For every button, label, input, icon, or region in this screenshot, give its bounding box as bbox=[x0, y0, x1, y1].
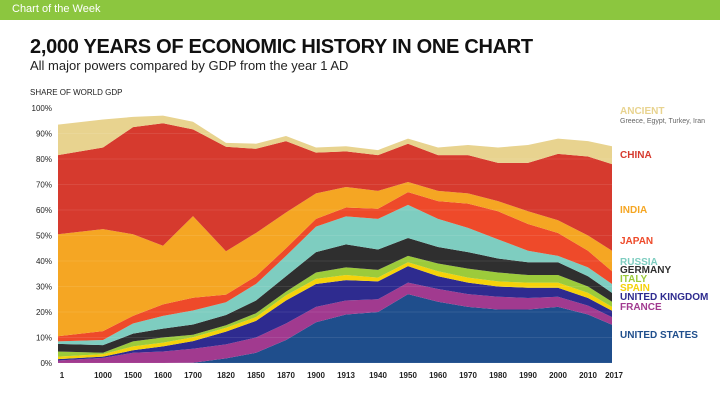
x-tick-label: 1940 bbox=[369, 371, 387, 380]
legend-china: CHINA bbox=[620, 150, 652, 161]
x-tick-label: 1000 bbox=[94, 371, 112, 380]
x-tick-label: 1500 bbox=[124, 371, 142, 380]
x-tick-label: 1990 bbox=[519, 371, 537, 380]
x-tick-label: 1900 bbox=[307, 371, 325, 380]
y-tick-label: 60% bbox=[36, 206, 52, 215]
x-axis-ticks: 1 1000 1500 1600 1700 1820 1850 1870 1900 1913 194… bbox=[60, 371, 624, 380]
x-tick-label: 1950 bbox=[399, 371, 417, 380]
x-tick-label: 2010 bbox=[579, 371, 597, 380]
legend-germany: GERMANY bbox=[620, 265, 672, 276]
x-tick-label: 2017 bbox=[605, 371, 623, 380]
area-italy bbox=[58, 255, 612, 357]
legend-united-kingdom: UNITED KINGDOM bbox=[620, 292, 709, 303]
area-india bbox=[58, 181, 612, 337]
y-tick-label: 30% bbox=[36, 283, 52, 292]
legend-ancient: ANCIENT bbox=[620, 106, 665, 117]
x-tick-label: 1970 bbox=[459, 371, 477, 380]
x-tick-label: 1980 bbox=[489, 371, 507, 380]
x-tick-label: 1960 bbox=[429, 371, 447, 380]
x-tick-label: 1820 bbox=[217, 371, 235, 380]
y-tick-label: 80% bbox=[36, 155, 52, 164]
legend-india: INDIA bbox=[620, 205, 648, 216]
legend-united-states: UNITED STATES bbox=[620, 330, 698, 341]
area-russia bbox=[58, 204, 612, 346]
legend-spain: SPAIN bbox=[620, 283, 650, 294]
y-axis-ticks: 0% 10% 20% 30% 40% 50% 60% 70% 80% 90% 100% bbox=[32, 104, 612, 368]
chart-subtitle: All major powers compared by GDP from th… bbox=[30, 58, 349, 73]
area-united-kingdom bbox=[58, 266, 612, 361]
header-bar: Chart of the Week bbox=[0, 0, 720, 20]
x-tick-label: 1600 bbox=[154, 371, 172, 380]
y-tick-label: 70% bbox=[36, 181, 52, 190]
chart-of-the-week-tag: Chart of the Week bbox=[12, 3, 101, 15]
legend-ancient-note: Greece, Egypt, Turkey, Iran bbox=[620, 118, 706, 125]
legend-italy: ITALY bbox=[620, 274, 648, 285]
area-japan bbox=[58, 192, 612, 342]
legend-russia: RUSSIA bbox=[620, 257, 658, 268]
x-tick-label: 1 bbox=[60, 371, 65, 380]
x-tick-label: 1850 bbox=[247, 371, 265, 380]
y-tick-label: 90% bbox=[36, 130, 52, 139]
y-tick-label: 100% bbox=[32, 104, 52, 113]
x-tick-label: 1870 bbox=[277, 371, 295, 380]
y-tick-label: 10% bbox=[36, 334, 52, 343]
area-germany bbox=[58, 238, 612, 353]
x-tick-label: 2000 bbox=[549, 371, 567, 380]
y-tick-label: 50% bbox=[36, 232, 52, 241]
area-layers bbox=[58, 115, 612, 363]
y-tick-label: 20% bbox=[36, 308, 52, 317]
y-tick-label: 40% bbox=[36, 257, 52, 266]
area-ancient bbox=[58, 115, 612, 165]
x-tick-label: 1700 bbox=[184, 371, 202, 380]
legend-france: FRANCE bbox=[620, 302, 662, 313]
chart-title: 2,000 YEARS OF ECONOMIC HISTORY IN ONE C… bbox=[30, 36, 533, 58]
legend-japan: JAPAN bbox=[620, 236, 654, 247]
area-france bbox=[58, 282, 612, 363]
area-united-states bbox=[58, 294, 612, 363]
y-axis-title: SHARE OF WORLD GDP bbox=[30, 88, 123, 97]
y-tick-label: 0% bbox=[40, 359, 52, 368]
x-tick-label: 1913 bbox=[337, 371, 355, 380]
area-china bbox=[58, 123, 612, 252]
